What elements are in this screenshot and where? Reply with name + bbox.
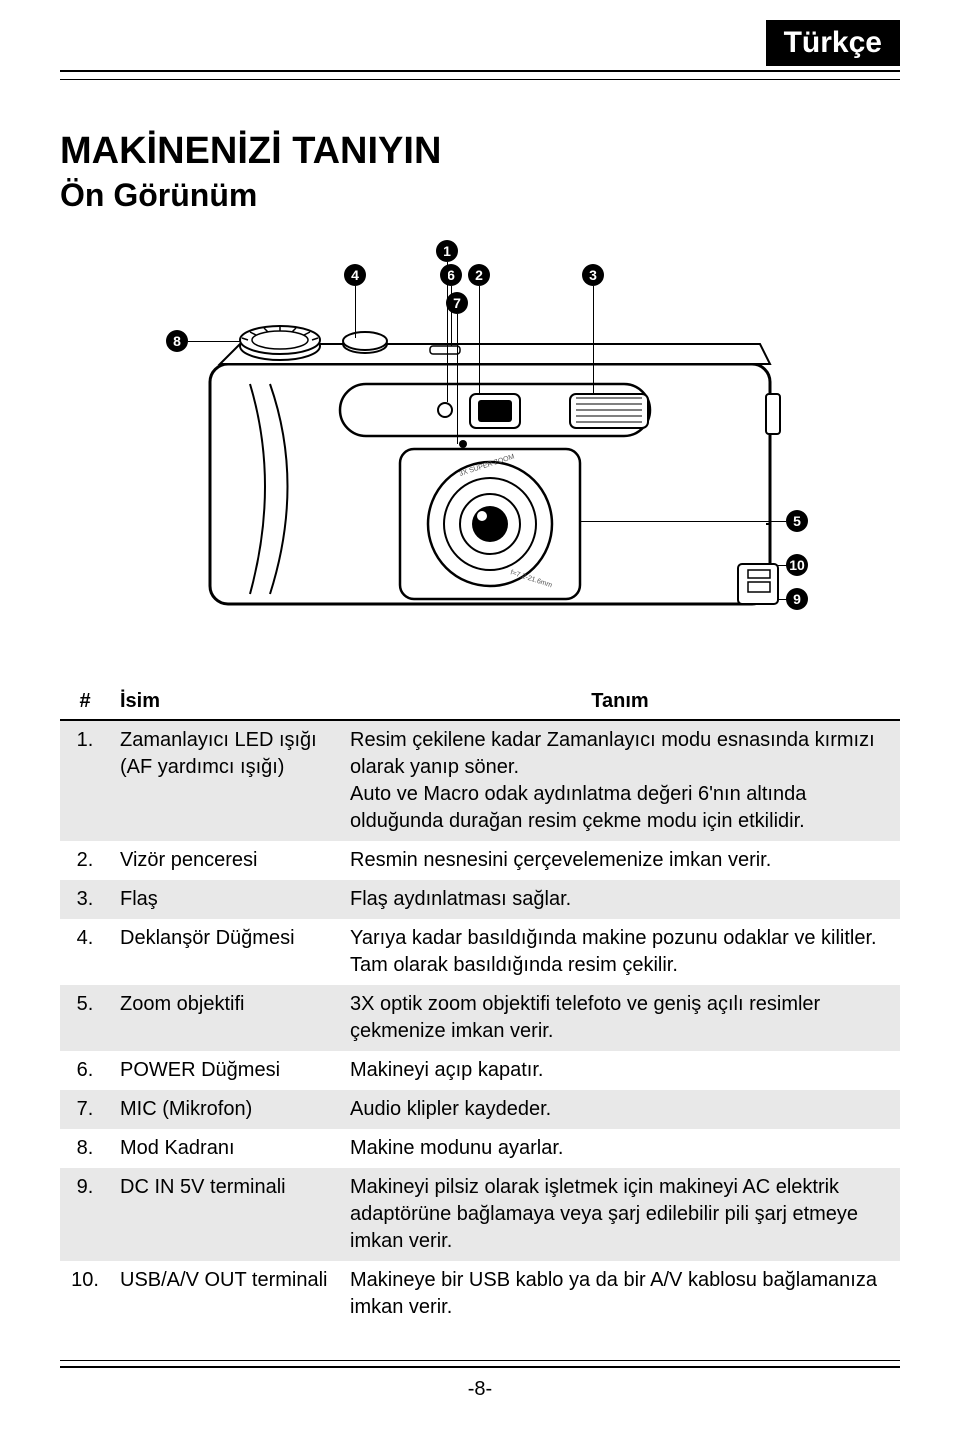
footer-rule-2 (60, 1366, 900, 1378)
cell-num: 3. (60, 880, 110, 919)
table-row: 2.Vizör penceresiResmin nesnesini çerçev… (60, 841, 900, 880)
parts-table: # İsim Tanım 1.Zamanlayıcı LED ışığı (AF… (60, 684, 900, 1327)
table-row: 5.Zoom objektifi3X optik zoom objektifi … (60, 985, 900, 1051)
table-row: 4.Deklanşör DüğmesiYarıya kadar basıldığ… (60, 919, 900, 985)
leader-5 (580, 521, 786, 522)
cell-num: 8. (60, 1129, 110, 1168)
cell-desc: Makineyi açıp kapatır. (340, 1051, 900, 1090)
leader-8 (188, 341, 240, 342)
leader-3 (593, 286, 594, 394)
leader-7 (457, 314, 458, 444)
cell-num: 10. (60, 1261, 110, 1327)
table-row: 3.FlaşFlaş aydınlatması sağlar. (60, 880, 900, 919)
cell-num: 5. (60, 985, 110, 1051)
cell-name: POWER Düğmesi (110, 1051, 340, 1090)
cell-desc: Resmin nesnesini çerçevelemenize imkan v… (340, 841, 900, 880)
cell-name: MIC (Mikrofon) (110, 1090, 340, 1129)
header-rule-1 (60, 70, 900, 72)
cell-name: Deklanşör Düğmesi (110, 919, 340, 985)
callout-6: 6 (440, 264, 462, 286)
camera-diagram: 3X SUPER ZOOM f=7.2-21.6mm 1 2 3 4 5 6 7… (130, 234, 830, 654)
leader-10 (778, 565, 788, 566)
cell-num: 1. (60, 720, 110, 841)
page-number: -8- (60, 1378, 900, 1401)
table-row: 7.MIC (Mikrofon)Audio klipler kaydeder. (60, 1090, 900, 1129)
camera-svg: 3X SUPER ZOOM f=7.2-21.6mm (130, 234, 830, 654)
col-desc: Tanım (340, 684, 900, 720)
cell-num: 7. (60, 1090, 110, 1129)
cell-num: 9. (60, 1168, 110, 1261)
cell-name: Flaş (110, 880, 340, 919)
cell-name: DC IN 5V terminali (110, 1168, 340, 1261)
callout-10: 10 (786, 554, 808, 576)
callout-8: 8 (166, 330, 188, 352)
cell-name: Zamanlayıcı LED ışığı (AF yardımcı ışığı… (110, 720, 340, 841)
cell-desc: Audio klipler kaydeder. (340, 1090, 900, 1129)
footer: -8- (60, 1360, 900, 1401)
cell-name: USB/A/V OUT terminali (110, 1261, 340, 1327)
col-num: # (60, 684, 110, 720)
cell-name: Mod Kadranı (110, 1129, 340, 1168)
col-name: İsim (110, 684, 340, 720)
cell-num: 6. (60, 1051, 110, 1090)
leader-2 (479, 286, 480, 394)
callout-7: 7 (446, 292, 468, 314)
callout-4: 4 (344, 264, 366, 286)
cell-desc: Flaş aydınlatması sağlar. (340, 880, 900, 919)
header-rule-2 (60, 79, 900, 80)
page-title: MAKİNENİZİ TANIYIN (60, 130, 900, 173)
cell-desc: Makine modunu ayarlar. (340, 1129, 900, 1168)
callout-1: 1 (436, 240, 458, 262)
cell-desc: Makineye bir USB kablo ya da bir A/V kab… (340, 1261, 900, 1327)
table-row: 8.Mod KadranıMakine modunu ayarlar. (60, 1129, 900, 1168)
cell-name: Zoom objektifi (110, 985, 340, 1051)
cell-desc: Resim çekilene kadar Zamanlayıcı modu es… (340, 720, 900, 841)
cell-desc: Makineyi pilsiz olarak işletmek için mak… (340, 1168, 900, 1261)
table-row: 1.Zamanlayıcı LED ışığı (AF yardımcı ışı… (60, 720, 900, 841)
cell-desc: Yarıya kadar basıldığında makine pozunu … (340, 919, 900, 985)
page-subtitle: Ön Görünüm (60, 177, 900, 214)
cell-num: 4. (60, 919, 110, 985)
table-row: 10.USB/A/V OUT terminaliMakineye bir USB… (60, 1261, 900, 1327)
cell-num: 2. (60, 841, 110, 880)
cell-name: Vizör penceresi (110, 841, 340, 880)
callout-2: 2 (468, 264, 490, 286)
leader-6 (451, 286, 452, 346)
header: Türkçe (60, 20, 900, 80)
callout-5: 5 (786, 510, 808, 532)
cell-desc: 3X optik zoom objektifi telefoto ve geni… (340, 985, 900, 1051)
callout-3: 3 (582, 264, 604, 286)
callout-9: 9 (786, 588, 808, 610)
table-row: 6.POWER DüğmesiMakineyi açıp kapatır. (60, 1051, 900, 1090)
leader-9 (778, 599, 788, 600)
leader-1 (447, 262, 448, 402)
language-tab: Türkçe (766, 20, 900, 66)
table-row: 9.DC IN 5V terminaliMakineyi pilsiz olar… (60, 1168, 900, 1261)
leader-4 (355, 286, 356, 338)
